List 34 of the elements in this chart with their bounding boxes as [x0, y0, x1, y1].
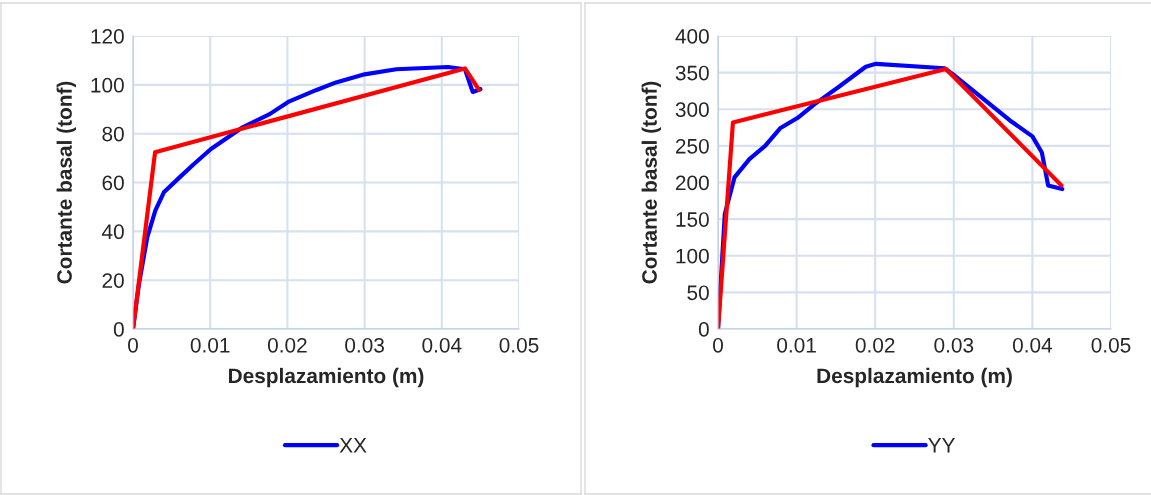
y-tick-label: 120 [91, 29, 124, 44]
x-tick-label: 0.04 [1012, 337, 1053, 353]
x-tick-label: 0.04 [422, 337, 462, 353]
y-tick-label: 400 [675, 29, 709, 44]
x-tick-label: 0 [713, 337, 723, 353]
y-axis-title: Cortante basal (tonf) [641, 81, 662, 284]
x-tick-label: 0.05 [1091, 337, 1131, 353]
x-axis-title: Desplazamiento (m) [817, 367, 1012, 388]
y-tick-label: 100 [676, 248, 709, 264]
y-tick-label: 300 [675, 102, 709, 117]
y-tick-label: 200 [675, 175, 709, 191]
x-tick-label: 0 [128, 337, 138, 353]
y-tick-label: 40 [101, 224, 124, 240]
y-tick-label: 100 [91, 77, 124, 93]
x-tick-label: 0.05 [499, 337, 539, 353]
y-tick-label: 0 [698, 322, 709, 337]
legend-label: YY [928, 438, 956, 453]
y-tick-label: 350 [675, 65, 709, 81]
y-axis-title: Cortante basal (tonf) [56, 81, 77, 284]
x-tick-label: 0.03 [934, 337, 974, 353]
legend-label: XX [339, 438, 367, 453]
x-tick-label: 0.03 [345, 337, 384, 353]
y-tick-label: 0 [113, 322, 124, 337]
x-axis-title: Desplazamiento (m) [229, 367, 424, 388]
y-tick-label: 60 [102, 175, 124, 191]
x-tick-label: 0.02 [267, 337, 307, 353]
x-tick-label: 0.01 [777, 337, 816, 353]
x-tick-label: 0.02 [855, 337, 895, 353]
y-tick-label: 50 [687, 285, 709, 301]
y-tick-label: 20 [102, 273, 124, 288]
y-tick-label: 80 [102, 126, 124, 142]
y-tick-label: 150 [676, 212, 709, 227]
x-tick-label: 0.01 [190, 337, 230, 353]
y-tick-label: 250 [675, 138, 709, 154]
